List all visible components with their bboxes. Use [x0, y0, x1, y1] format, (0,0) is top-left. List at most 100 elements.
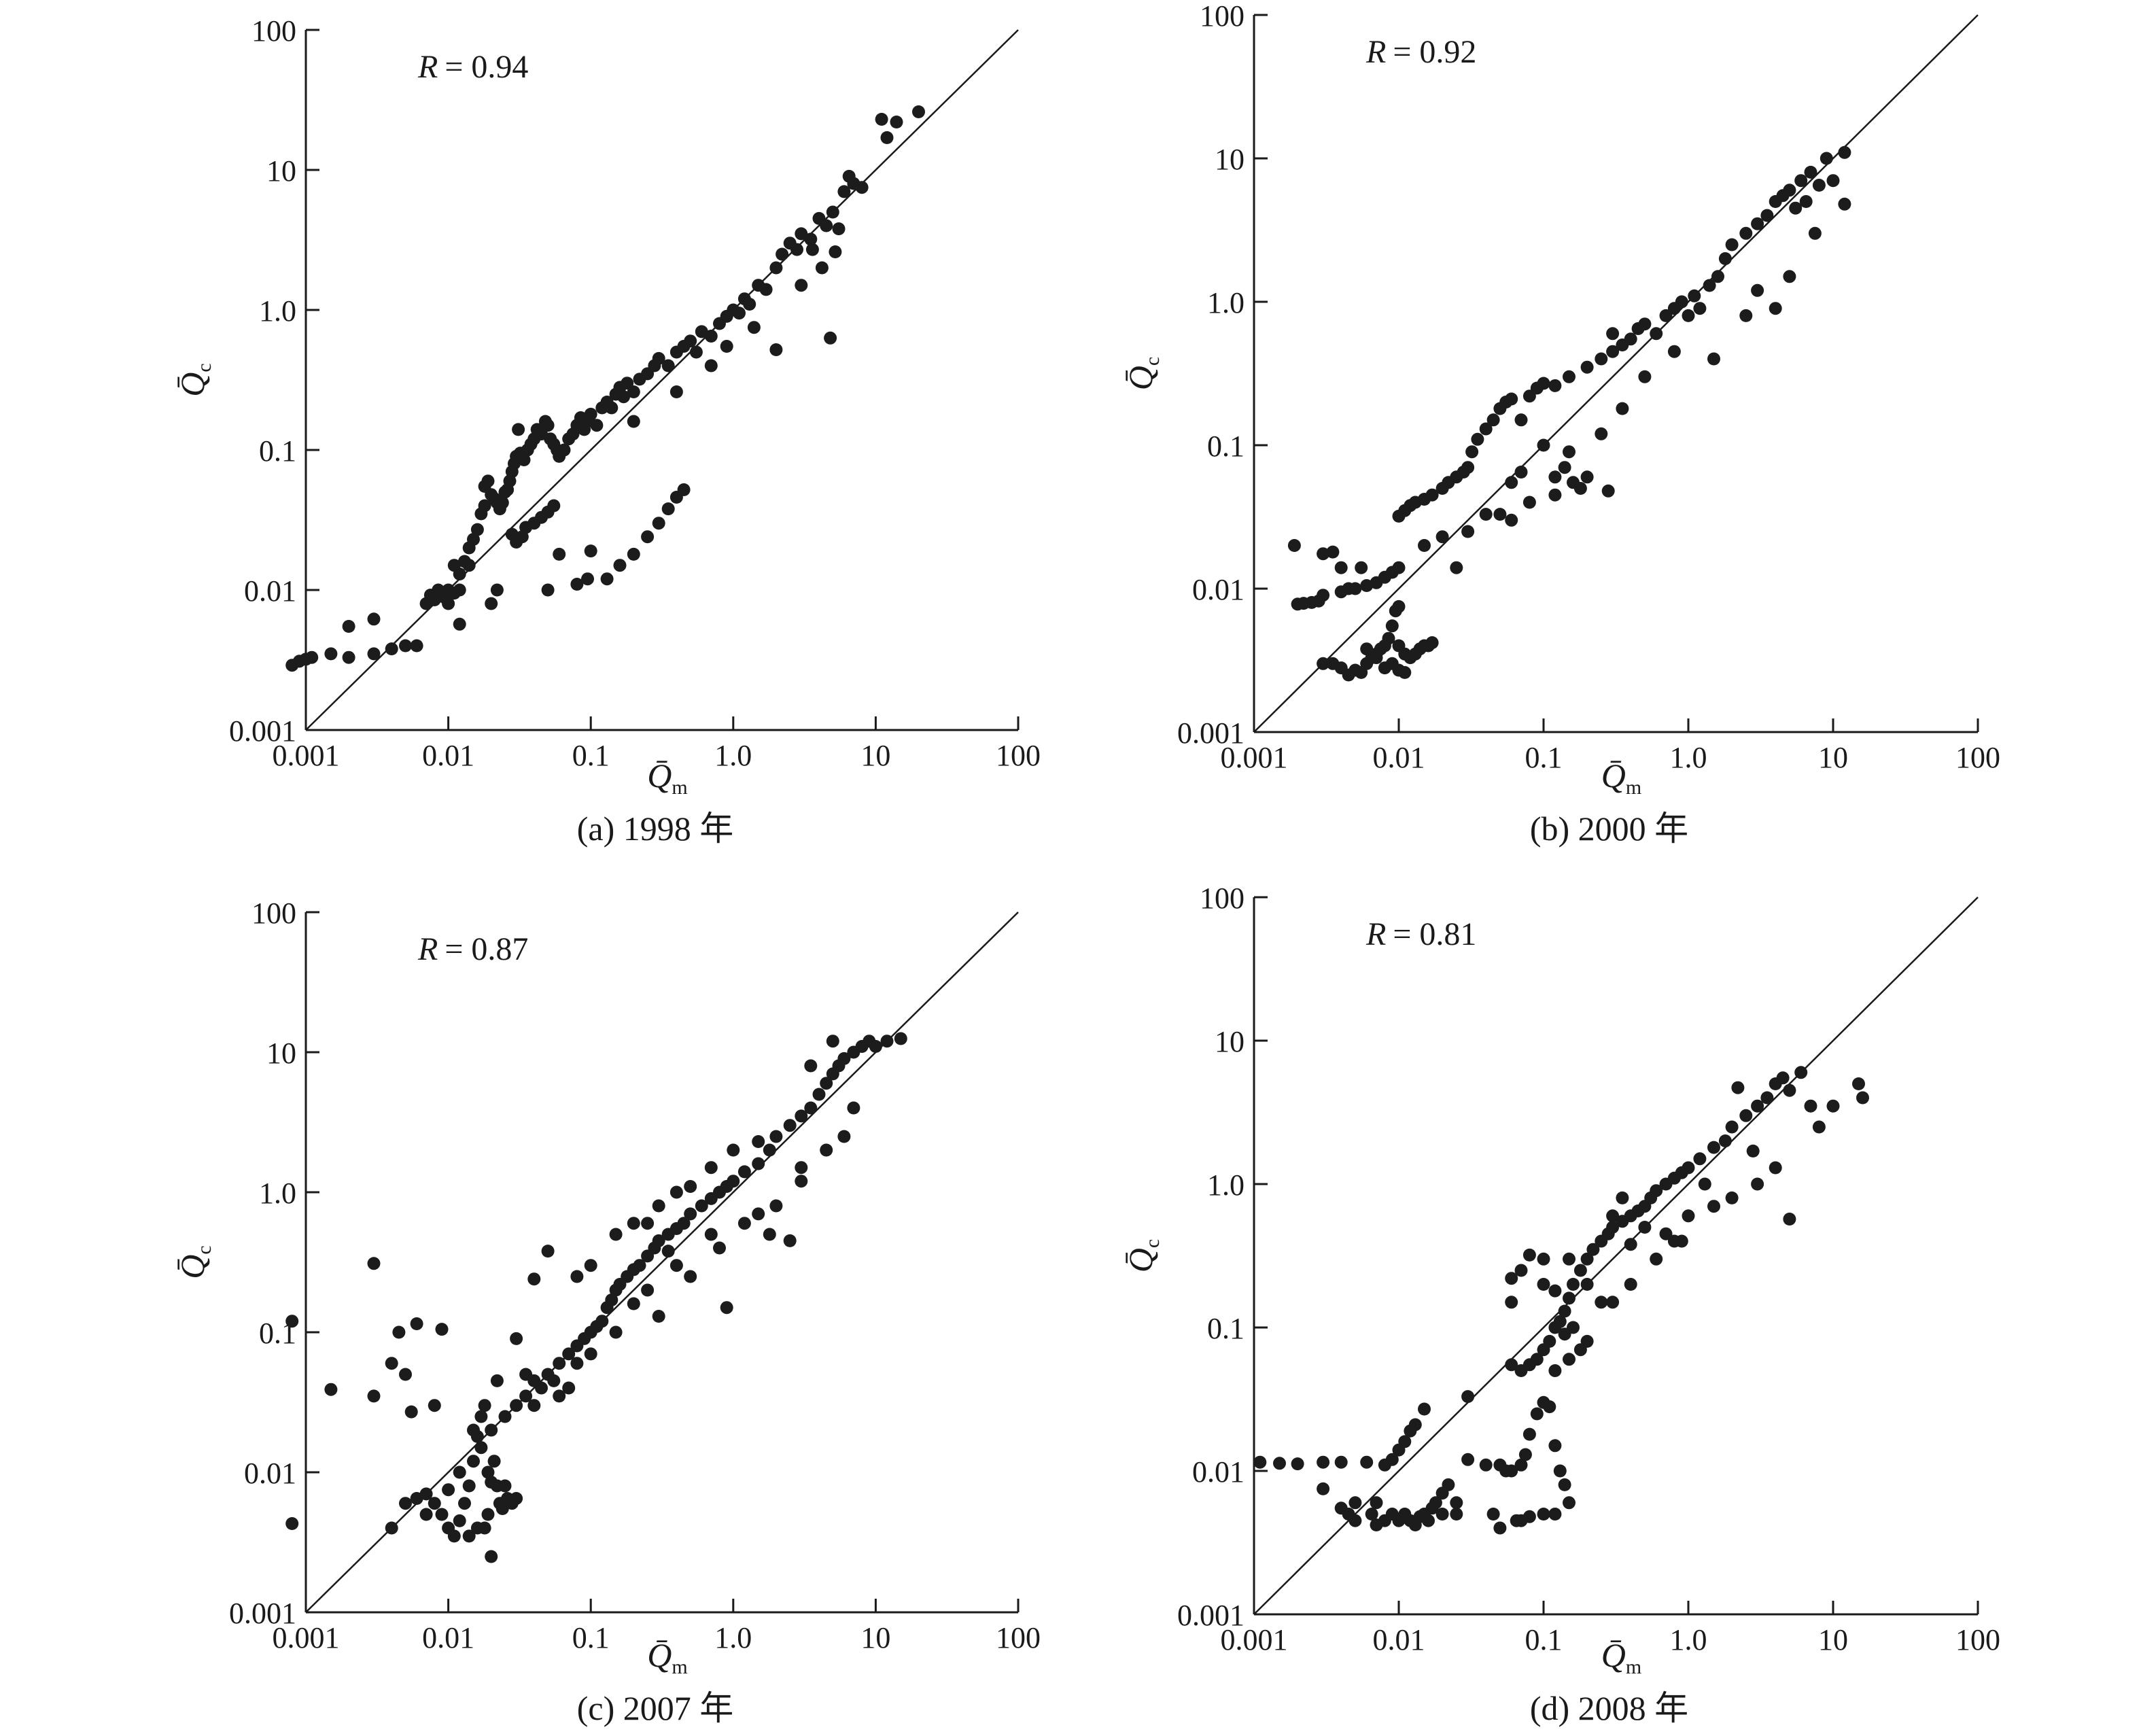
data-point: [547, 1374, 561, 1387]
data-point: [367, 1389, 381, 1403]
data-point: [1567, 476, 1580, 489]
data-point: [713, 1241, 726, 1255]
data-point: [1548, 488, 1562, 502]
data-point: [1682, 309, 1695, 322]
data-point: [1769, 302, 1782, 315]
data-point: [512, 423, 525, 436]
data-point: [324, 1383, 338, 1396]
data-point: [812, 1088, 826, 1101]
data-point: [510, 1399, 523, 1412]
data-point: [1698, 1177, 1711, 1191]
data-point: [453, 583, 466, 597]
data-point: [1703, 279, 1716, 292]
data-point: [1682, 1209, 1695, 1223]
data-point: [1794, 1066, 1808, 1079]
data-point: [1548, 1364, 1562, 1377]
data-point: [1650, 1252, 1663, 1266]
data-point: [737, 1217, 751, 1230]
data-point: [1548, 379, 1562, 392]
data-point: [462, 1529, 476, 1543]
x-tick-label: 1.0: [1670, 741, 1707, 774]
data-point: [1326, 545, 1340, 559]
data-point: [795, 1109, 808, 1123]
data-point: [1563, 370, 1576, 383]
data-point: [584, 407, 597, 421]
data-point: [1783, 1083, 1796, 1097]
data-point: [1856, 1091, 1869, 1105]
data-point: [1530, 1407, 1544, 1421]
data-point: [541, 419, 555, 432]
data-point: [1530, 1353, 1544, 1366]
x-tick-label: 10: [1818, 741, 1848, 774]
data-point: [837, 1052, 851, 1065]
data-point: [562, 1347, 576, 1361]
data-point: [1514, 1458, 1528, 1472]
data-point: [410, 639, 423, 653]
data-point: [1385, 1453, 1399, 1466]
data-point: [553, 1357, 566, 1370]
data-point: [481, 1465, 495, 1479]
data-point: [410, 1317, 423, 1330]
data-point: [1595, 427, 1608, 440]
panel-caption: (d) 2008 年: [1530, 1689, 1688, 1727]
data-point: [752, 1157, 765, 1170]
y-tick-label: 100: [251, 897, 296, 930]
data-point: [805, 243, 819, 256]
data-point: [385, 1357, 398, 1370]
data-point: [820, 1077, 833, 1090]
data-point: [1760, 209, 1774, 222]
data-point: [453, 1465, 466, 1479]
data-point: [584, 544, 597, 558]
data-point: [837, 185, 851, 198]
data-point: [442, 1483, 455, 1497]
data-point: [1505, 1296, 1518, 1309]
data-point: [617, 390, 630, 404]
data-point: [795, 1161, 808, 1175]
data-point: [795, 227, 808, 241]
data-point: [1852, 1077, 1865, 1090]
data-point: [498, 1479, 512, 1493]
x-axis-label: Q̄m: [1601, 757, 1641, 799]
data-point: [1638, 317, 1652, 331]
data-point: [562, 1381, 576, 1395]
x-tick-label: 0.001: [1221, 1623, 1288, 1656]
data-point: [1595, 352, 1608, 366]
data-point: [1392, 600, 1406, 613]
data-point: [367, 1257, 381, 1270]
data-point: [385, 642, 398, 656]
data-point: [704, 330, 718, 343]
reference-line: [1253, 14, 1979, 733]
data-point: [1548, 1284, 1562, 1298]
data-point: [669, 385, 683, 398]
data-point: [1739, 226, 1753, 240]
data-point: [399, 1368, 412, 1381]
data-point: [305, 650, 319, 664]
y-tick-label: 10: [266, 154, 296, 188]
x-tick-label: 0.001: [273, 739, 340, 772]
data-point: [442, 597, 455, 610]
scatter-panel-2: 0.001 0.01 0.1 1.0 10 100 0.001 0.01 0.1 1.0 10 100…: [1121, 0, 2000, 848]
data-point: [1522, 496, 1536, 509]
data-point: [684, 1270, 697, 1283]
data-point: [1783, 1213, 1796, 1226]
data-point: [1553, 1315, 1567, 1328]
data-point: [652, 1234, 665, 1247]
data-point: [1624, 332, 1637, 346]
data-point: [1553, 1464, 1567, 1478]
data-point: [824, 331, 837, 345]
data-point: [1461, 1390, 1475, 1404]
data-point: [1606, 1296, 1620, 1309]
x-tick-label: 0.001: [1221, 741, 1288, 774]
data-point: [1543, 1400, 1556, 1414]
data-point: [669, 1259, 683, 1272]
data-point: [541, 1245, 555, 1258]
data-point: [1558, 461, 1571, 474]
data-point: [324, 647, 338, 661]
data-point: [1838, 197, 1851, 211]
data-point: [769, 1130, 783, 1143]
data-point: [1425, 488, 1439, 502]
data-point: [1450, 1496, 1463, 1510]
data-point: [385, 1521, 398, 1535]
data-point: [605, 401, 619, 415]
